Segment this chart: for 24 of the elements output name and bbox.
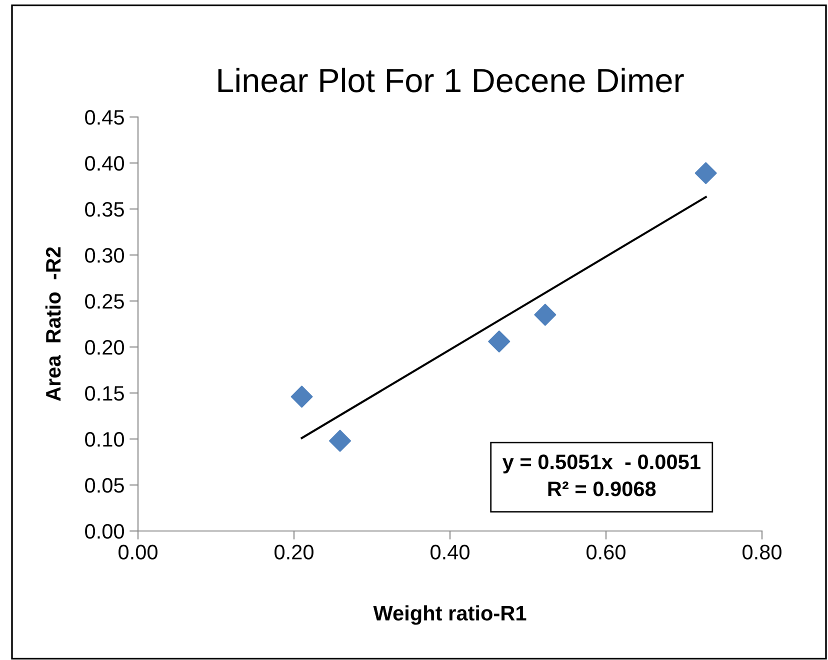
y-tick-label: 0.30 xyxy=(85,248,124,263)
x-tick-label: 0.40 xyxy=(430,544,470,560)
point xyxy=(290,386,313,408)
y-tick-label: 0.20 xyxy=(85,340,124,355)
y-tick-label: 0.25 xyxy=(85,294,124,309)
chart-title: Linear Plot For 1 Decene Dimer xyxy=(218,68,684,92)
y-axis-title: Area Ratio -R2 xyxy=(45,247,61,402)
y-tick-label: 0.45 xyxy=(85,110,124,125)
x-tick-label: 0.80 xyxy=(742,544,782,560)
y-tick-label: 0.35 xyxy=(85,202,124,217)
y-tick-label: 0.10 xyxy=(85,432,124,447)
point xyxy=(534,304,556,326)
point xyxy=(329,430,352,452)
point xyxy=(488,330,510,352)
y-tick-label: 0.40 xyxy=(85,156,124,171)
y-tick-label: 0.05 xyxy=(85,478,124,493)
point xyxy=(694,162,717,184)
y-tick-label: 0.15 xyxy=(85,386,124,401)
x-axis-title: Weight ratio-R1 xyxy=(373,605,526,625)
x-tick-label: 0.20 xyxy=(274,544,314,560)
x-tick-label: 0.60 xyxy=(586,544,626,560)
y-tick-label: 0.00 xyxy=(85,524,124,539)
annotation: y = 0.5051x - 0.0051 R² = 0.9068 xyxy=(502,454,700,496)
x-tick-label: 0.00 xyxy=(118,544,158,560)
